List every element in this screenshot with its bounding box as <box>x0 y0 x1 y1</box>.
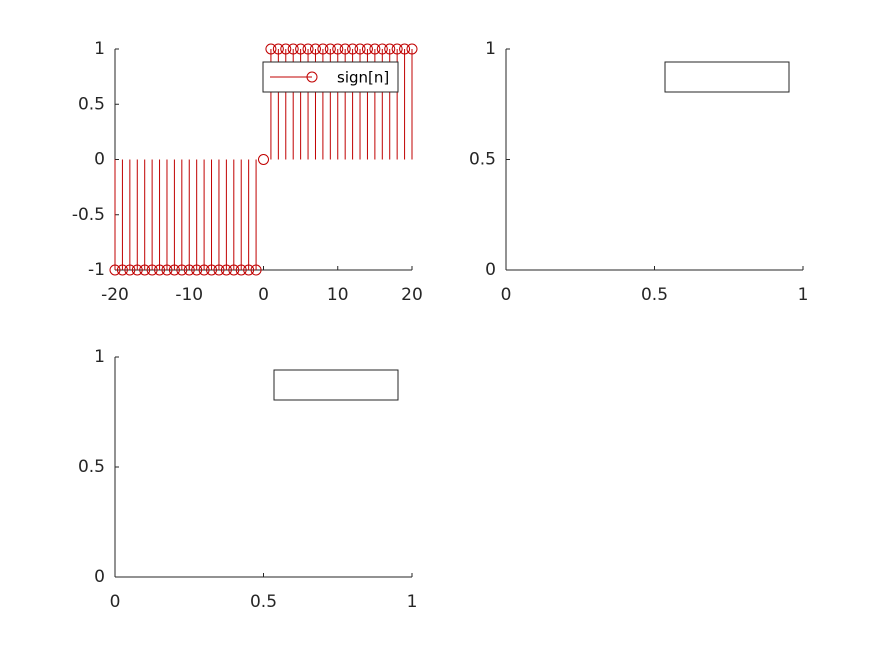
y-tick-label: 0.5 <box>78 94 105 114</box>
stem-marker <box>265 43 277 55</box>
stem-marker <box>258 154 269 165</box>
legend-box <box>273 369 399 401</box>
stem-marker <box>384 43 396 55</box>
stem-marker <box>198 264 210 276</box>
y-tick-label: 1 <box>94 347 105 367</box>
x-tick-label: 0 <box>258 285 269 305</box>
stem-marker <box>369 43 381 55</box>
y-tick-label: 1 <box>94 39 105 59</box>
subplot: 0 0.5 1 0 0.5 1 <box>469 39 808 305</box>
stem-marker <box>235 264 247 276</box>
y-tick-label: 0.5 <box>78 457 105 477</box>
stem-marker <box>302 43 314 55</box>
stem-marker <box>168 264 180 276</box>
stem-marker <box>183 264 195 276</box>
y-tick-label: 0.5 <box>469 150 496 170</box>
stem-marker <box>124 264 136 276</box>
x-tick-label: 10 <box>327 285 349 305</box>
legend-marker <box>306 71 318 83</box>
stem-marker <box>317 43 329 55</box>
x-tick-label: 1 <box>798 285 809 305</box>
stem-marker <box>295 43 307 55</box>
stem-marker <box>243 264 255 276</box>
x-tick-label: 0 <box>501 285 512 305</box>
stem-marker <box>213 264 225 276</box>
stem-marker <box>206 264 218 276</box>
stem-marker <box>131 264 143 276</box>
stem-marker <box>332 43 344 55</box>
y-tick-label: 0 <box>485 260 496 280</box>
stem-marker <box>399 43 411 55</box>
stem-marker <box>191 264 203 276</box>
stem-marker <box>161 264 173 276</box>
y-tick-label: -1 <box>88 260 105 280</box>
x-tick-label: -10 <box>175 285 203 305</box>
x-tick-label: 20 <box>401 285 423 305</box>
stem-marker <box>287 43 299 55</box>
stem-marker <box>220 264 232 276</box>
y-tick-label: 0 <box>94 567 105 587</box>
stem-marker <box>176 264 188 276</box>
stem-marker <box>116 264 128 276</box>
stem-marker <box>361 43 373 55</box>
stem-marker <box>309 43 321 55</box>
stem-marker <box>354 43 366 55</box>
stem-marker <box>391 43 403 55</box>
subplot: 0 0.5 1 0 0.5 1 <box>78 347 417 612</box>
stem-marker <box>139 264 151 276</box>
x-tick-label: -20 <box>101 285 129 305</box>
stem-marker <box>376 43 388 55</box>
y-tick-label: 1 <box>485 39 496 59</box>
stem-marker <box>272 43 284 55</box>
stem-marker <box>406 43 418 55</box>
stem-marker <box>280 43 292 55</box>
y-tick-label: 0 <box>94 150 105 170</box>
stem-marker <box>154 264 166 276</box>
y-tick-label: -0.5 <box>72 205 105 225</box>
stem-marker <box>109 264 121 276</box>
stem-marker <box>146 264 158 276</box>
x-tick-label: 0.5 <box>641 285 668 305</box>
stem-marker <box>228 264 240 276</box>
stem-marker <box>339 43 351 55</box>
stem-marker <box>250 264 262 276</box>
subplot: -20 -10 0 10 20 -1 -0.5 0 0.5 1 sign[n] <box>72 39 423 305</box>
legend-box <box>664 61 790 93</box>
x-tick-label: 0 <box>110 592 121 612</box>
x-tick-label: 1 <box>407 592 418 612</box>
legend-label: sign[n] <box>337 69 389 87</box>
stem-marker <box>347 43 359 55</box>
stem-marker <box>324 43 336 55</box>
x-tick-label: 0.5 <box>250 592 277 612</box>
